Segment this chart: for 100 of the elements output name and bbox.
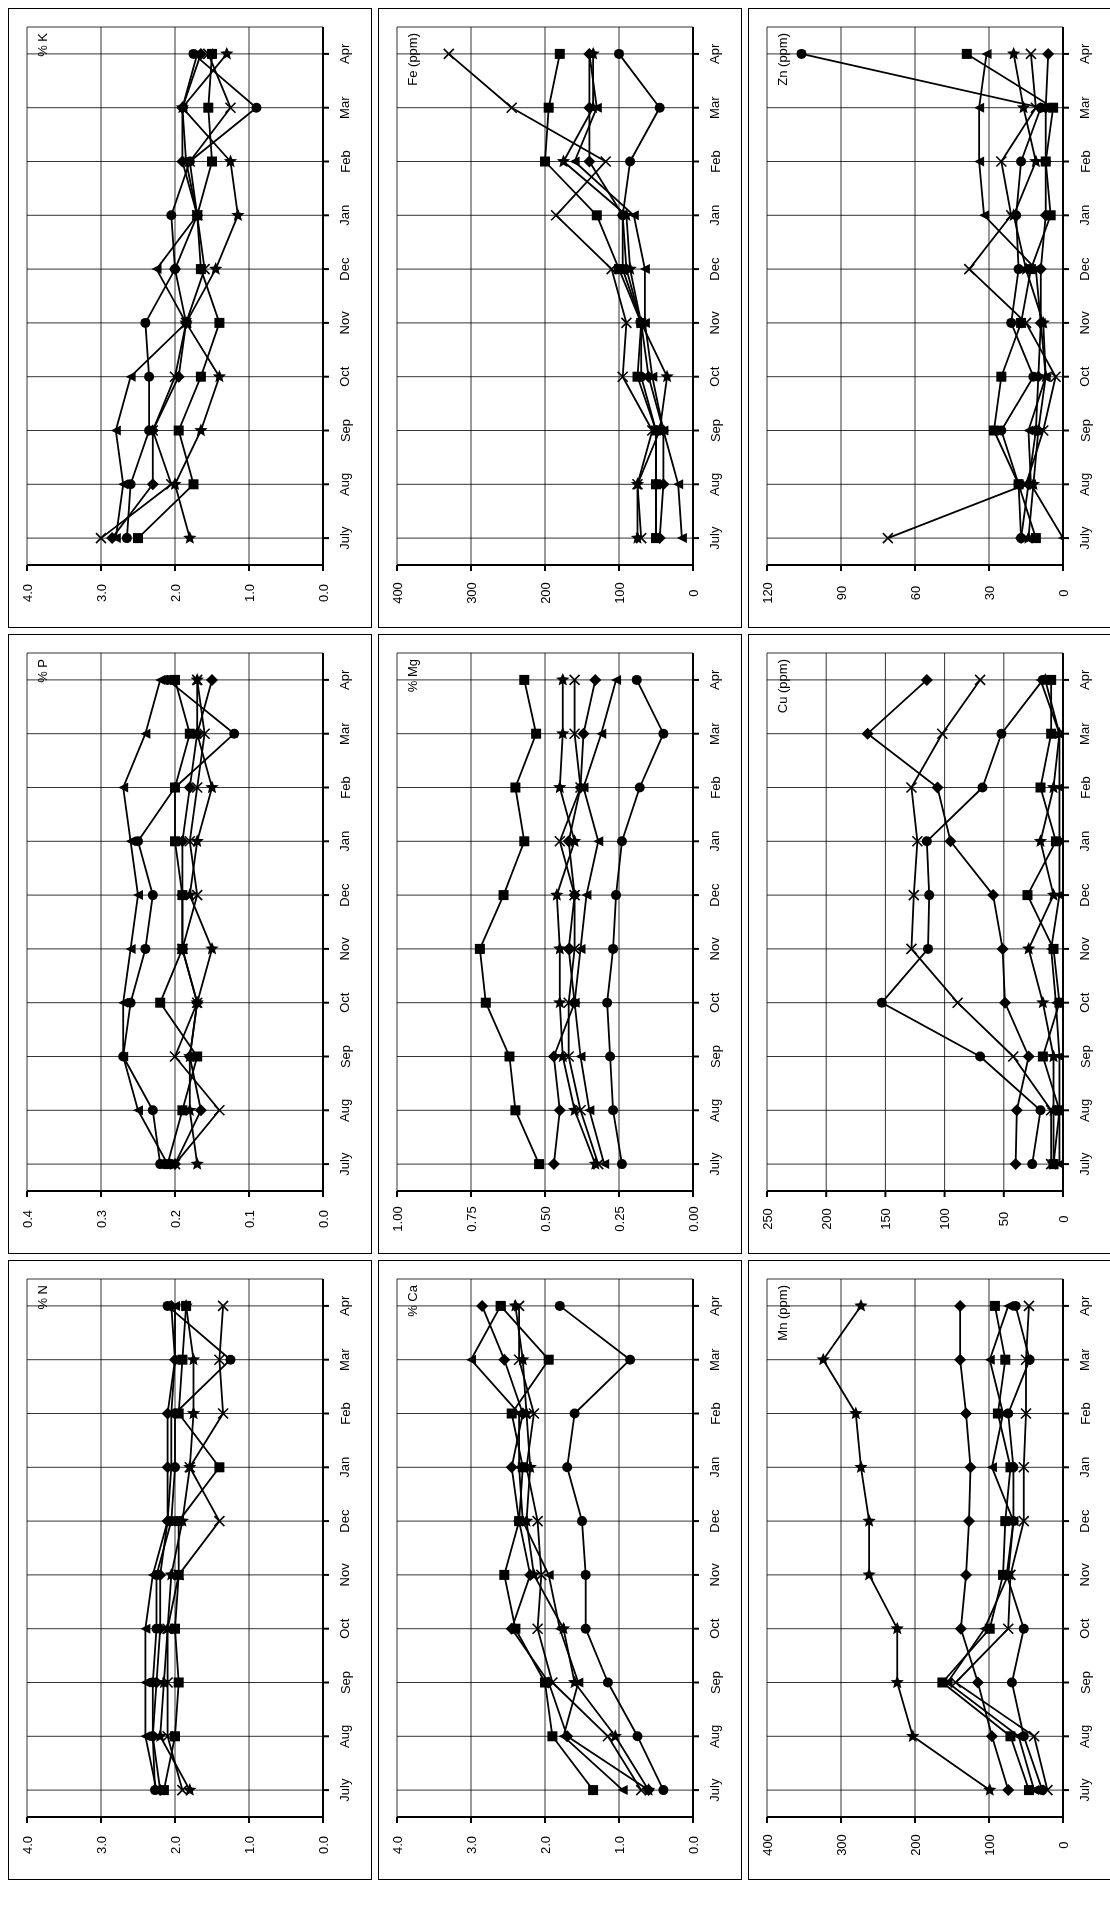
y-tick-label: Mar xyxy=(1077,721,1093,745)
x-tick-label: 2.0 xyxy=(167,583,183,603)
y-tick-label: Feb xyxy=(1077,776,1093,799)
x-tick-label: 100 xyxy=(611,582,627,604)
x-tick-label: 1.00 xyxy=(389,1206,405,1232)
x-tick-label: 0.00 xyxy=(685,1206,701,1232)
x-tick-label: 0 xyxy=(1055,589,1071,597)
y-tick-label: Oct xyxy=(337,1618,353,1639)
y-tick-label: Apr xyxy=(337,43,353,65)
y-tick-label: Mar xyxy=(337,721,353,745)
y-tick-label: Dec xyxy=(707,257,723,281)
y-tick-label: Sep xyxy=(337,1044,353,1069)
text: Mn (ppm) xyxy=(775,1285,790,1341)
x-tick-label: 400 xyxy=(389,582,405,604)
x-tick-label: 90 xyxy=(833,585,849,601)
x-tick-label: 0.0 xyxy=(315,1209,331,1229)
x-tick-label: 250 xyxy=(759,1208,775,1230)
x-tick-label: 0.4 xyxy=(19,1209,35,1229)
x-tick-label: 0 xyxy=(1055,1841,1071,1849)
y-tick-label: Oct xyxy=(1077,366,1093,387)
y-tick-label: Apr xyxy=(707,669,723,691)
y-tick-label: Oct xyxy=(707,1618,723,1639)
y-tick-label: Dec xyxy=(337,257,353,281)
x-tick-label: 0.75 xyxy=(463,1206,479,1232)
x-tick-label: 150 xyxy=(877,1208,893,1230)
x-tick-label: 100 xyxy=(981,1834,997,1856)
y-tick-label: Jan xyxy=(337,204,353,226)
y-tick-label: Jan xyxy=(1077,830,1093,852)
x-tick-label: 300 xyxy=(463,582,479,604)
x-tick-label: 4.0 xyxy=(19,583,35,603)
x-tick-label: 2.0 xyxy=(537,1835,553,1855)
y-tick-label: Apr xyxy=(337,669,353,691)
y-tick-label: Feb xyxy=(707,1402,723,1425)
y-tick-label: Oct xyxy=(337,366,353,387)
x-tick-label: 0.0 xyxy=(315,583,331,603)
y-tick-label: Apr xyxy=(337,1295,353,1317)
y-tick-label: Sep xyxy=(1077,1044,1093,1069)
y-tick-label: Jan xyxy=(1077,204,1093,226)
y-tick-label: Dec xyxy=(337,1509,353,1533)
y-tick-label: Apr xyxy=(1077,43,1093,65)
text: % Mg xyxy=(405,659,420,693)
y-tick-label: Nov xyxy=(1077,1562,1093,1587)
x-tick-label: 3.0 xyxy=(93,583,109,603)
text: % Ca xyxy=(405,1285,420,1317)
y-tick-label: July xyxy=(707,1152,723,1176)
x-tick-label: 0.3 xyxy=(93,1209,109,1229)
y-tick-label: Sep xyxy=(1077,418,1093,443)
y-tick-label: July xyxy=(1077,1778,1093,1802)
x-tick-label: 3.0 xyxy=(93,1835,109,1855)
y-tick-label: Sep xyxy=(707,1670,723,1695)
x-tick-label: 120 xyxy=(759,582,775,604)
y-tick-label: Aug xyxy=(707,472,723,496)
y-tick-label: Dec xyxy=(707,883,723,907)
x-tick-label: 0.25 xyxy=(611,1206,627,1232)
x-tick-label: 200 xyxy=(818,1208,834,1230)
y-tick-label: Sep xyxy=(337,1670,353,1695)
x-tick-label: 4.0 xyxy=(19,1835,35,1855)
y-tick-label: Dec xyxy=(1077,883,1093,907)
x-tick-label: 400 xyxy=(759,1834,775,1856)
y-tick-label: Apr xyxy=(1077,669,1093,691)
y-tick-label: Jan xyxy=(707,204,723,226)
x-tick-label: 0.2 xyxy=(167,1209,183,1229)
y-tick-label: Mar xyxy=(1077,95,1093,119)
y-tick-label: Nov xyxy=(337,936,353,961)
y-tick-label: Apr xyxy=(707,1295,723,1317)
y-tick-label: Nov xyxy=(707,1562,723,1587)
y-tick-label: Jan xyxy=(1077,1456,1093,1478)
x-tick-label: 50 xyxy=(996,1211,1012,1227)
y-tick-label: Aug xyxy=(337,1098,353,1122)
x-tick-label: 3.0 xyxy=(463,1835,479,1855)
y-tick-label: Aug xyxy=(1077,1098,1093,1122)
x-tick-label: 60 xyxy=(907,585,923,601)
y-tick-label: Jan xyxy=(707,1456,723,1478)
y-tick-label: Sep xyxy=(337,418,353,443)
y-tick-label: Feb xyxy=(1077,1402,1093,1425)
y-tick-label: Mar xyxy=(337,1347,353,1371)
y-tick-label: July xyxy=(1077,526,1093,550)
y-tick-label: Feb xyxy=(337,1402,353,1425)
y-tick-label: Aug xyxy=(707,1724,723,1748)
y-tick-label: Aug xyxy=(1077,1724,1093,1748)
y-tick-label: Aug xyxy=(707,1098,723,1122)
y-tick-label: Mar xyxy=(707,721,723,745)
y-tick-label: July xyxy=(1077,1152,1093,1176)
y-tick-label: Oct xyxy=(707,366,723,387)
y-tick-label: Feb xyxy=(337,776,353,799)
x-tick-label: 200 xyxy=(907,1834,923,1856)
y-tick-label: Oct xyxy=(1077,1618,1093,1639)
x-tick-label: 1.0 xyxy=(611,1835,627,1855)
y-tick-label: July xyxy=(707,1778,723,1802)
text: Zn (ppm) xyxy=(775,33,790,86)
y-tick-label: Feb xyxy=(1077,150,1093,173)
y-tick-label: Jan xyxy=(337,830,353,852)
x-tick-label: 0.1 xyxy=(241,1209,257,1229)
x-tick-label: 30 xyxy=(981,585,997,601)
x-tick-label: 1.0 xyxy=(241,1835,257,1855)
y-tick-label: Nov xyxy=(1077,310,1093,335)
y-tick-label: Nov xyxy=(707,936,723,961)
text: Fe (ppm) xyxy=(405,33,420,86)
y-tick-label: Nov xyxy=(707,310,723,335)
y-tick-label: Oct xyxy=(337,992,353,1013)
